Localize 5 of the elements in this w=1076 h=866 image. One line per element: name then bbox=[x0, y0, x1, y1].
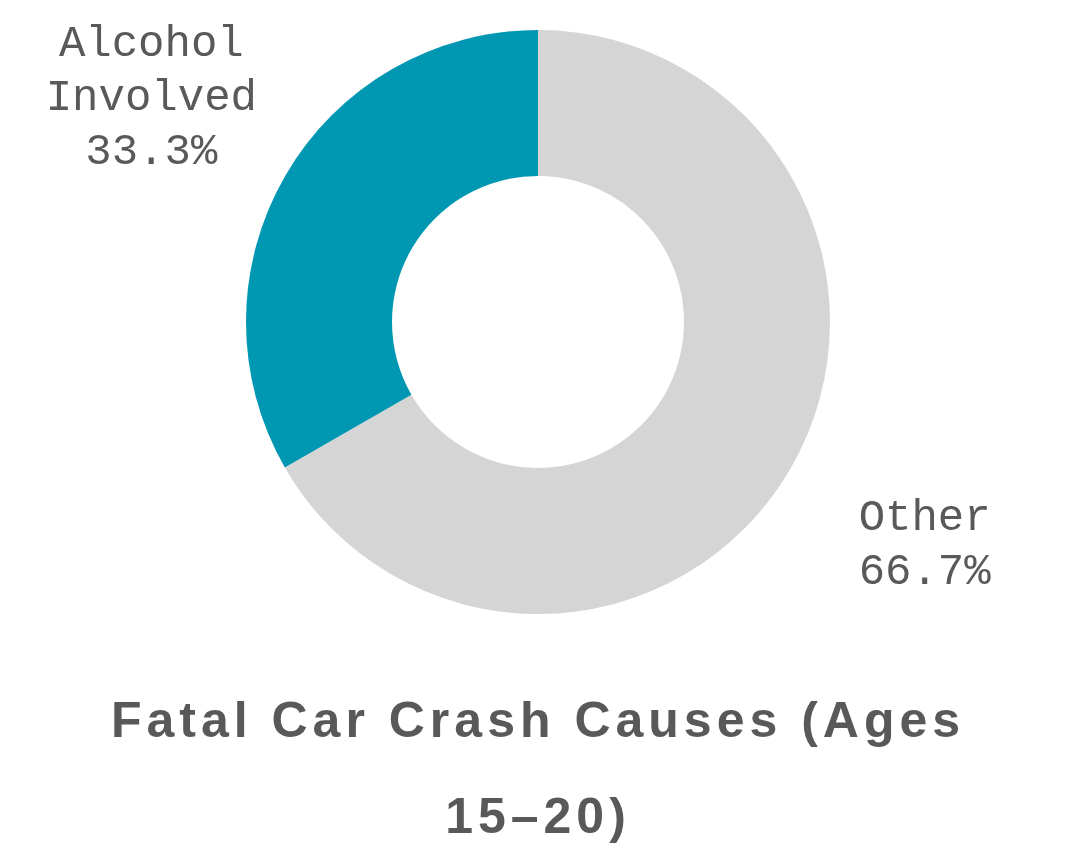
slice-label: Other bbox=[858, 493, 991, 544]
data-label: 66.7% bbox=[858, 547, 992, 598]
slice-label: Alcohol Involved bbox=[45, 18, 257, 123]
data-label: 33.3% bbox=[85, 126, 218, 177]
text: Fatal Car Crash Causes (Ages 15–20) bbox=[109, 691, 967, 846]
